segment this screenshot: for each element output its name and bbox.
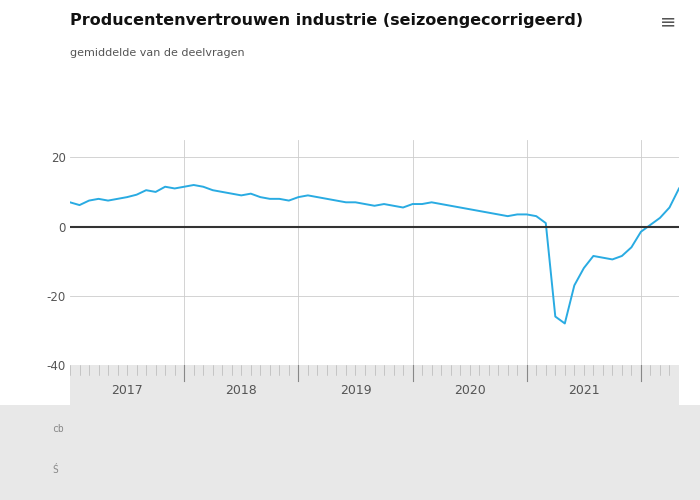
Text: 2020: 2020 bbox=[454, 384, 486, 398]
Text: 2021: 2021 bbox=[568, 384, 600, 398]
Text: 2019: 2019 bbox=[340, 384, 371, 398]
Text: Ś: Ś bbox=[52, 466, 58, 475]
Text: cb: cb bbox=[52, 424, 64, 434]
Text: ≡: ≡ bbox=[660, 12, 677, 32]
Text: Producentenvertrouwen industrie (seizoengecorrigeerd): Producentenvertrouwen industrie (seizoen… bbox=[70, 12, 583, 28]
Text: 2018: 2018 bbox=[225, 384, 257, 398]
Text: gemiddelde van de deelvragen: gemiddelde van de deelvragen bbox=[70, 48, 244, 58]
Text: 2017: 2017 bbox=[111, 384, 143, 398]
